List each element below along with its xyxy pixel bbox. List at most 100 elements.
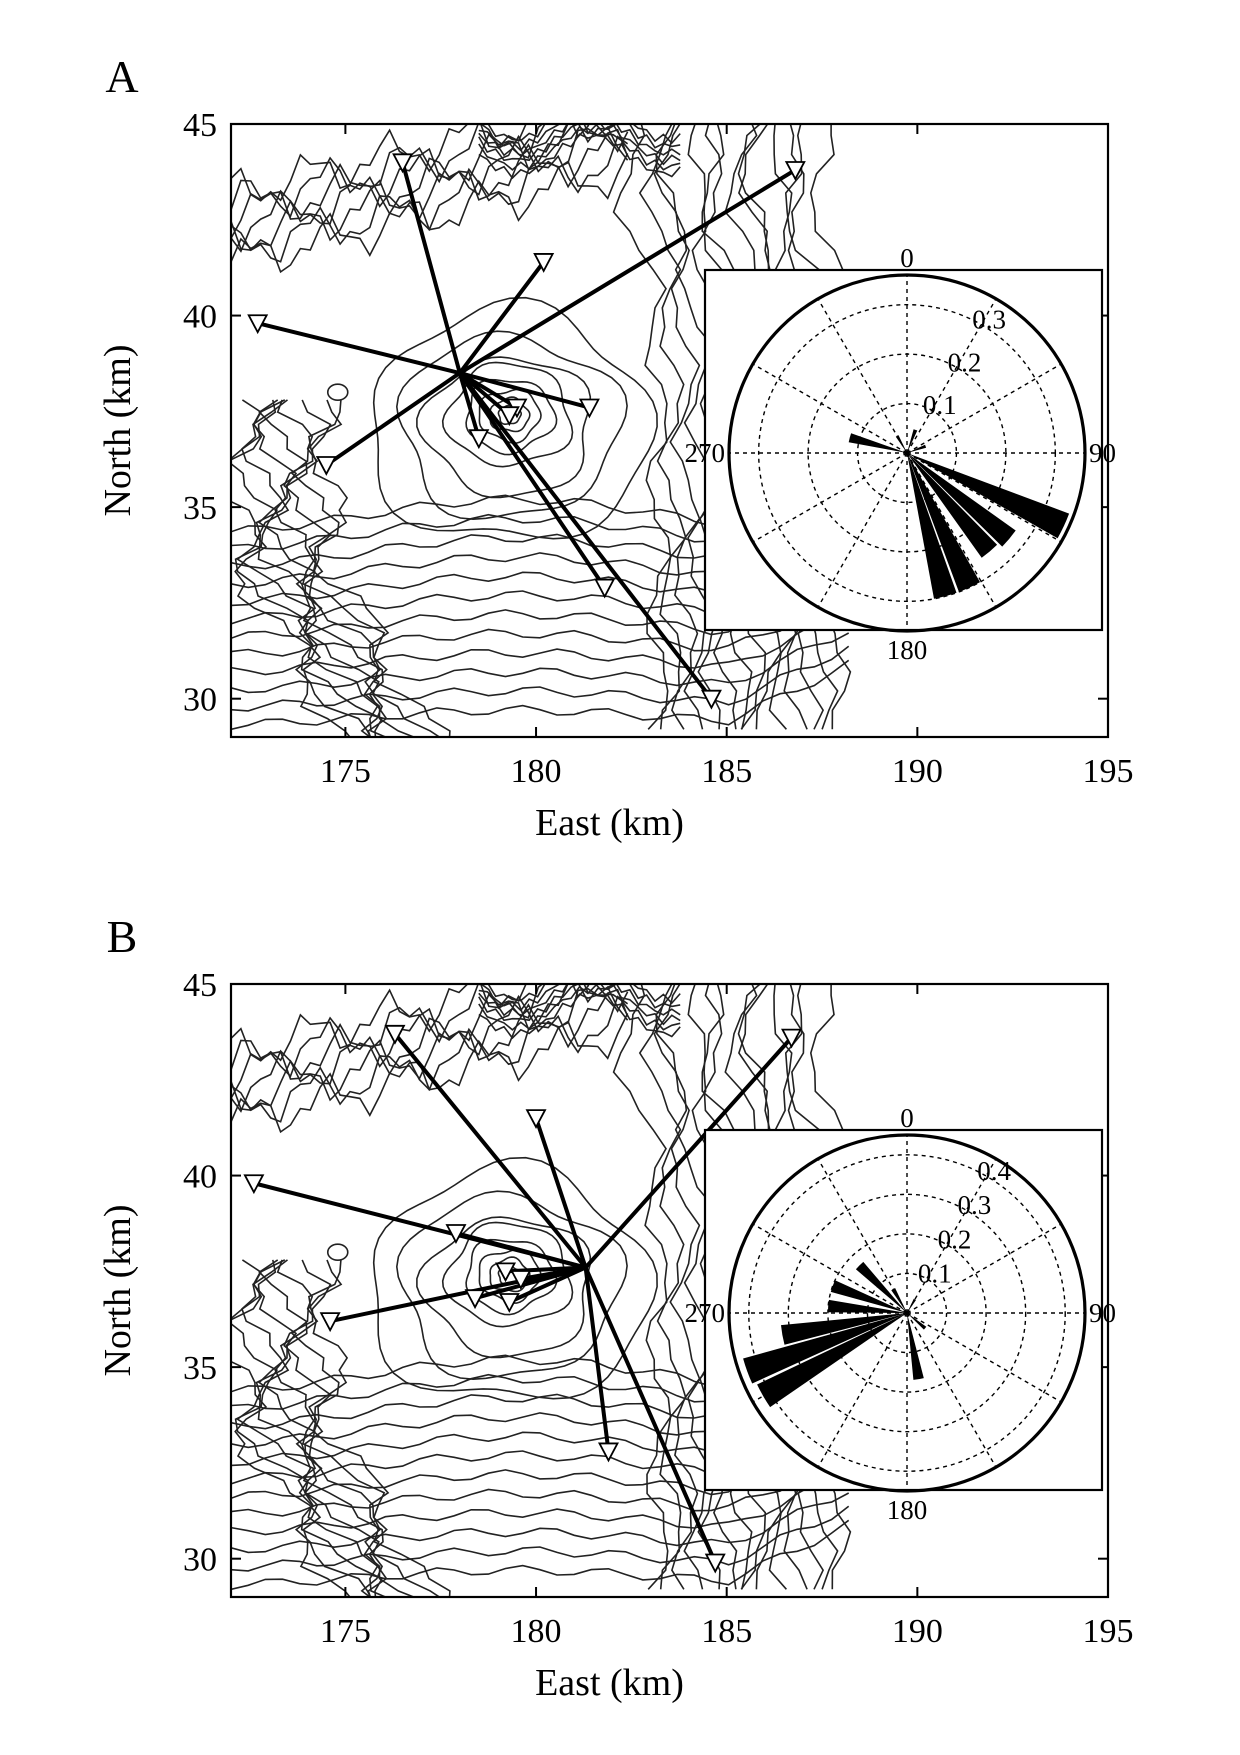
x-tick-label: 195	[1083, 1613, 1134, 1650]
station-triangle-icon	[315, 456, 337, 476]
polar-outer-ring	[727, 1133, 1087, 1493]
massif-contour	[257, 399, 384, 737]
panel-a: A 175 180 185 190 195 30 35 40 45 East (km) North (…	[0, 0, 1240, 877]
rose-bar	[907, 444, 927, 453]
ray-paths	[255, 160, 798, 701]
rose-bar	[827, 1299, 907, 1313]
coast-contour	[231, 985, 629, 1113]
rose-bar	[907, 1298, 916, 1313]
polar-outer-ring	[727, 273, 1087, 633]
ray-path-line	[457, 371, 607, 590]
slope-contour	[231, 1456, 849, 1517]
station-markers	[247, 153, 806, 710]
station-triangle-icon	[384, 1024, 406, 1045]
coast-contour	[231, 128, 629, 252]
massif-contour	[235, 1259, 384, 1597]
x-tick-label: 190	[892, 1613, 943, 1650]
polar-grid-ring	[866, 1272, 948, 1354]
bathymetry-contour	[653, 984, 701, 1590]
rose-bar	[757, 1313, 907, 1408]
x-tick-label: 180	[511, 753, 562, 790]
coast-contour	[231, 124, 629, 239]
station-triangle-icon	[510, 1270, 532, 1290]
massif-contour	[283, 399, 416, 737]
slope-contour	[231, 632, 850, 694]
polar-grid-spoke	[906, 298, 997, 454]
station-triangle-icon	[495, 1262, 517, 1283]
slope-contour	[231, 645, 850, 712]
ridge-contour	[478, 984, 681, 1026]
polar-grid-ring	[748, 1154, 1066, 1472]
coast-contour	[231, 124, 590, 202]
ray-path-line	[328, 1265, 588, 1324]
station-triangle-icon	[445, 1224, 467, 1244]
polar-grid-ring	[787, 1193, 1027, 1433]
volcano-contour	[489, 1256, 531, 1293]
polar-grid-spoke	[906, 1312, 997, 1468]
station-triangle-icon	[392, 153, 414, 174]
ridge-contour	[478, 124, 681, 145]
coast-contour	[231, 984, 629, 1099]
station-triangle-icon	[594, 578, 616, 599]
coast-contour	[231, 995, 629, 1123]
ray-path-line	[507, 1265, 588, 1304]
volcano-contour	[465, 378, 558, 456]
angle-label-180: 180	[887, 1495, 928, 1525]
massif-contour	[290, 1259, 441, 1597]
massif-contour	[290, 399, 441, 737]
rose-diagram-inset: 0.1 0.2 0.3 0 90 180 270	[685, 243, 1117, 665]
x-tick-label: 185	[701, 753, 752, 790]
massif-contour	[231, 399, 372, 737]
angle-label-90: 90	[1089, 438, 1116, 468]
polar-grid-spoke	[906, 452, 1062, 543]
rose-bar	[848, 433, 907, 453]
ray-path-line	[457, 259, 546, 376]
island-contour	[326, 383, 349, 401]
slope-contour	[231, 616, 849, 676]
polar-grid	[729, 275, 1085, 631]
ray-path-line	[457, 371, 592, 410]
polar-grid-spoke	[906, 1158, 997, 1314]
coast-contour	[231, 125, 629, 253]
rose-bars	[743, 1261, 927, 1408]
massif-contour	[274, 399, 388, 737]
polar-grid-spoke	[906, 452, 997, 608]
polar-grid-spoke	[817, 1158, 908, 1314]
y-tick-label: 45	[183, 967, 217, 1004]
polar-grid-spoke	[752, 363, 908, 454]
polar-grid-spoke	[906, 1223, 1062, 1314]
bathymetry-contour	[653, 124, 701, 730]
bathymetry-contour	[638, 124, 687, 730]
panel-letter: B	[107, 911, 138, 962]
ridge-contour	[478, 124, 681, 166]
rose-diagram-inset: 0.1 0.2 0.3 0.4 0 90 180 270	[685, 1103, 1117, 1525]
ray-path-line	[457, 371, 481, 441]
coast-contour	[231, 124, 618, 218]
x-tick-label: 185	[701, 1613, 752, 1650]
rose-bar	[830, 1280, 907, 1313]
polar-grid-ring	[757, 303, 1057, 603]
ray-path-line	[583, 1035, 794, 1270]
rose-bar	[907, 429, 918, 453]
polar-grid-spoke	[817, 452, 908, 608]
station-triangle-icon	[319, 1312, 341, 1333]
ridge-contour	[478, 984, 681, 1031]
volcano-contour	[395, 330, 628, 521]
plot-frame	[229, 122, 1110, 739]
massif-contour	[231, 399, 351, 737]
station-markers	[243, 1024, 803, 1574]
rose-bar	[907, 453, 998, 558]
y-tick-label: 40	[183, 1159, 217, 1196]
ring-label: 0.1	[923, 390, 957, 420]
map-panel-b: B 175 180 185 190 195 30 35 40 45 East (km) North (…	[97, 911, 1134, 1704]
plot-frame	[229, 982, 1110, 1599]
massif-contour	[308, 1259, 451, 1597]
x-tick-label: 195	[1083, 753, 1134, 790]
ray-path-line	[534, 1116, 588, 1270]
ray-path-line	[583, 1265, 611, 1454]
x-tick-label: 190	[892, 753, 943, 790]
ring-label: 0.3	[972, 305, 1006, 335]
station-triangle-icon	[468, 429, 490, 450]
coast-contour	[231, 984, 590, 1062]
slope-contour	[231, 1519, 850, 1591]
